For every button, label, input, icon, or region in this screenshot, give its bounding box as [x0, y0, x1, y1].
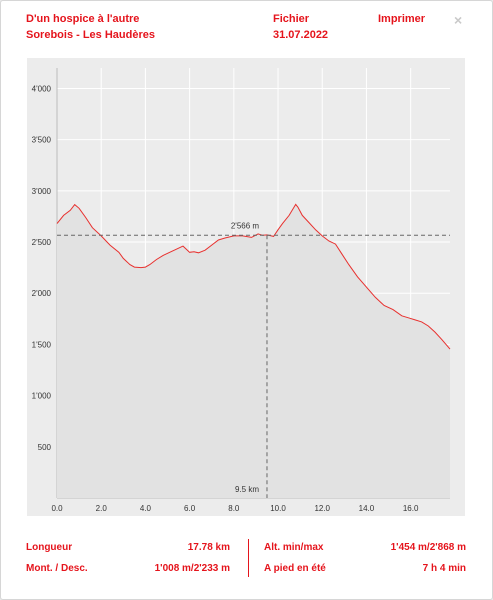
x-tick-label: 4.0: [140, 504, 152, 513]
y-tick-label: 1'000: [32, 392, 52, 401]
y-tick-label: 500: [38, 443, 52, 452]
x-tick-label: 10.0: [270, 504, 286, 513]
marker-altitude-label: 2'566 m: [231, 221, 260, 230]
length-value: 17.78 km: [187, 542, 230, 553]
updown-value: 1'008 m/2'233 m: [154, 563, 230, 574]
y-tick-label: 1'500: [32, 340, 52, 349]
altitude-value: 1'454 m/2'868 m: [390, 542, 466, 553]
y-tick-label: 3'500: [32, 136, 52, 145]
x-tick-label: 14.0: [359, 504, 375, 513]
route-subtitle: Sorebois - Les Haudères: [26, 29, 155, 41]
profile-area: [57, 204, 450, 498]
altitude-label: Alt. min/max: [264, 542, 324, 553]
x-tick-label: 2.0: [96, 504, 108, 513]
y-tick-label: 3'000: [32, 187, 52, 196]
route-title: D'un hospice à l'autre: [26, 13, 140, 25]
marker-distance-label: 9.5 km: [235, 485, 259, 494]
x-tick-label: 0.0: [51, 504, 63, 513]
x-tick-label: 6.0: [184, 504, 196, 513]
length-label: Longueur: [26, 542, 73, 553]
updown-label: Mont. / Desc.: [26, 563, 88, 574]
elevation-chart: 500 1'000 1'500 2'000 2'500 3'000 3'500 4'000 0.…: [27, 58, 465, 516]
x-tick-label: 16.0: [403, 504, 419, 513]
summer-time-label: A pied en été: [264, 563, 326, 574]
close-icon[interactable]: ×: [454, 12, 463, 28]
profile-line: [56, 203, 451, 350]
elevation-chart-svg: 500 1'000 1'500 2'000 2'500 3'000 3'500 4'000 0.…: [32, 68, 451, 513]
print-button[interactable]: Imprimer: [378, 13, 426, 25]
y-tick-label: 2'000: [32, 289, 52, 298]
summer-time-value: 7 h 4 min: [422, 563, 466, 574]
x-tick-label: 12.0: [314, 504, 330, 513]
stats-divider: [248, 539, 249, 577]
y-tick-label: 4'000: [32, 84, 52, 93]
file-button[interactable]: Fichier: [273, 13, 310, 25]
x-tick-label: 8.0: [228, 504, 240, 513]
date-label: 31.07.2022: [273, 29, 329, 41]
y-tick-label: 2'500: [32, 238, 52, 247]
